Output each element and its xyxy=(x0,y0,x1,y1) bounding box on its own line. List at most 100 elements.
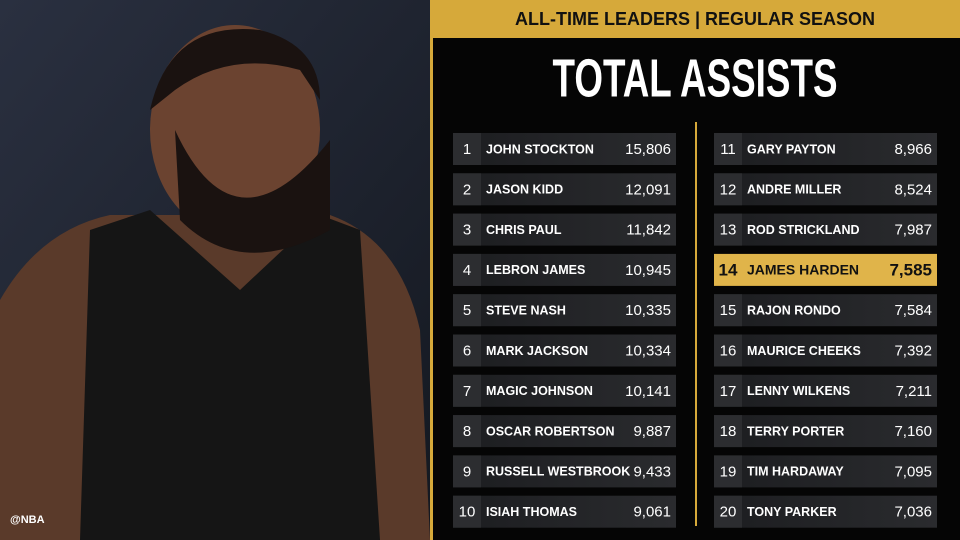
assists: 7,160 xyxy=(894,423,932,440)
subtitle-bar xyxy=(430,0,960,38)
row-background xyxy=(714,213,937,246)
assists: 10,141 xyxy=(625,383,671,400)
assists: 7,095 xyxy=(894,463,932,480)
row-background xyxy=(714,294,937,327)
rank: 19 xyxy=(720,463,737,480)
row-background xyxy=(714,334,937,367)
row-background xyxy=(714,173,937,206)
rank: 16 xyxy=(720,342,737,359)
player-name: JAMES HARDEN xyxy=(747,262,859,278)
rank: 15 xyxy=(720,302,737,319)
player-name: CHRIS PAUL xyxy=(486,223,562,237)
row-background xyxy=(453,455,676,488)
row-background xyxy=(714,415,937,448)
rank: 5 xyxy=(463,302,471,319)
rank-cell xyxy=(453,133,481,165)
rank-cell xyxy=(453,173,481,206)
rank-cell xyxy=(453,213,481,246)
rank: 10 xyxy=(459,504,476,521)
rank-cell xyxy=(714,374,742,407)
player-name: OSCAR ROBERTSON xyxy=(486,424,614,438)
rank-cell xyxy=(714,294,742,327)
rank: 9 xyxy=(463,463,471,480)
player-name: ROD STRICKLAND xyxy=(747,223,860,237)
rank-cell xyxy=(453,294,481,327)
row-background xyxy=(453,213,676,246)
rank: 3 xyxy=(463,222,471,239)
column-divider xyxy=(695,122,697,526)
rank-cell xyxy=(714,334,742,367)
rank: 18 xyxy=(720,423,737,440)
assists: 11,842 xyxy=(626,222,671,239)
player-name: MAURICE CHEEKS xyxy=(747,344,861,358)
player-name: MARK JACKSON xyxy=(486,344,588,358)
assists: 7,585 xyxy=(889,260,932,279)
player-name: ANDRE MILLER xyxy=(747,183,841,197)
row-background xyxy=(453,334,676,367)
row-background xyxy=(453,495,676,528)
rank-cell xyxy=(453,415,481,448)
assists: 9,061 xyxy=(633,504,671,521)
subtitle: ALL-TIME LEADERS | REGULAR SEASON xyxy=(515,9,875,29)
player-name: TONY PARKER xyxy=(747,505,837,519)
rank-cell xyxy=(453,495,481,528)
rank-cell xyxy=(714,133,742,165)
rank-cell xyxy=(714,455,742,488)
row-background xyxy=(453,374,676,407)
assists: 10,945 xyxy=(625,262,671,279)
rank: 8 xyxy=(463,423,471,440)
rank: 20 xyxy=(720,504,737,521)
panel-border xyxy=(430,0,433,540)
assists: 8,524 xyxy=(894,181,932,198)
assists: 10,334 xyxy=(625,342,671,359)
row-background xyxy=(714,455,937,488)
table: 1 JOHN STOCKTON 15,806 2 JASON KIDD 12,091 3 CH… xyxy=(453,133,937,528)
rank: 11 xyxy=(720,141,736,158)
rank: 12 xyxy=(720,181,737,198)
rank: 4 xyxy=(463,262,471,279)
player-name: TERRY PORTER xyxy=(747,424,844,438)
row-background xyxy=(714,253,937,286)
rank: 17 xyxy=(720,383,737,400)
assists: 8,966 xyxy=(894,141,932,158)
row-background xyxy=(453,415,676,448)
player-name: RUSSELL WESTBROOK xyxy=(486,465,630,479)
assists: 7,036 xyxy=(894,504,932,521)
rank: 14 xyxy=(719,260,738,279)
rank-cell xyxy=(453,455,481,488)
player-name: GARY PAYTON xyxy=(747,142,836,156)
player-name: JOHN STOCKTON xyxy=(486,142,594,156)
row-background xyxy=(453,133,676,165)
rank-cell xyxy=(453,334,481,367)
row-background xyxy=(714,495,937,528)
assists: 7,584 xyxy=(894,302,932,319)
assists: 9,887 xyxy=(633,423,671,440)
rank-cell xyxy=(714,213,742,246)
player-name: STEVE NASH xyxy=(486,303,566,317)
rank-cell xyxy=(714,415,742,448)
credit: @NBA xyxy=(10,514,45,526)
player-name: TIM HARDAWAY xyxy=(747,465,844,479)
player-photo xyxy=(0,25,430,540)
player-name: LENNY WILKENS xyxy=(747,384,850,398)
assists: 7,392 xyxy=(894,342,932,359)
rank-cell xyxy=(714,173,742,206)
rank: 2 xyxy=(463,181,471,198)
assists: 9,433 xyxy=(633,463,671,480)
rank-cell xyxy=(453,374,481,407)
row-background xyxy=(714,133,937,165)
assists: 12,091 xyxy=(625,181,671,198)
rank: 6 xyxy=(463,342,471,359)
row-background xyxy=(714,374,937,407)
title: TOTAL ASSISTS xyxy=(553,48,838,108)
player-name: MAGIC JOHNSON xyxy=(486,384,593,398)
row-background xyxy=(453,173,676,206)
row-background xyxy=(453,253,676,286)
assists: 7,211 xyxy=(896,383,932,400)
assists: 15,806 xyxy=(625,141,671,158)
rank: 7 xyxy=(463,383,471,400)
rank: 1 xyxy=(463,141,471,158)
assists: 7,987 xyxy=(894,222,932,239)
row-background xyxy=(453,294,676,327)
